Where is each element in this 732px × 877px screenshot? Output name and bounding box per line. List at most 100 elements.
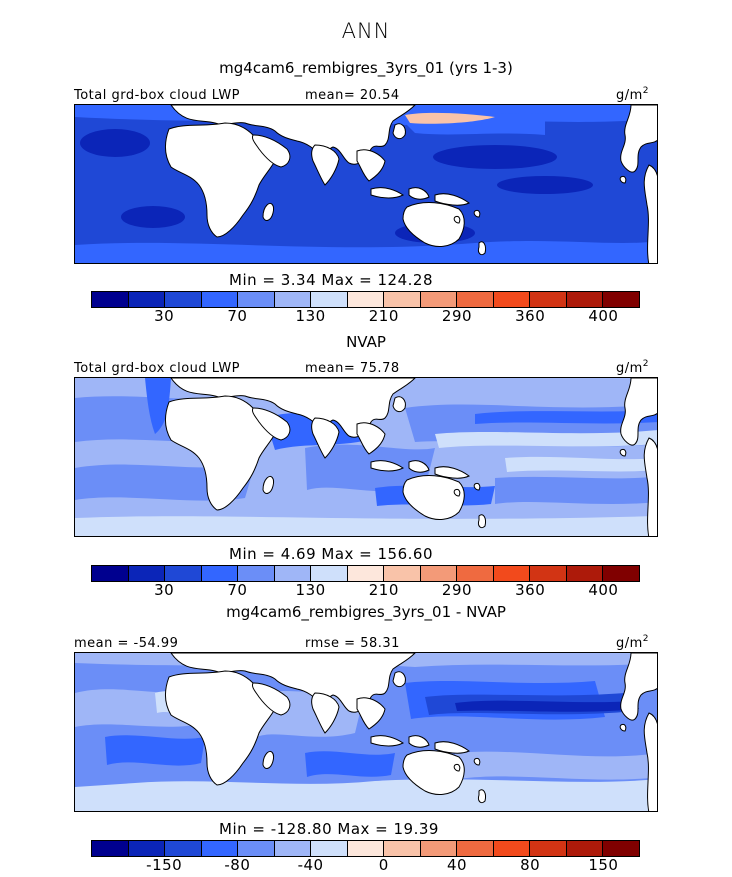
land-mass	[643, 712, 657, 811]
land-mass	[370, 460, 404, 472]
land-mass	[402, 750, 465, 795]
colorbar-swatch	[201, 841, 239, 856]
panel-1-mean-label: mean= 20.54	[305, 88, 400, 103]
panel-2-units: g/m2	[616, 359, 650, 376]
pale-region	[435, 430, 657, 448]
high-region	[405, 112, 495, 124]
land-mass	[252, 134, 291, 168]
land-mass	[370, 187, 404, 199]
colorbar-swatch	[566, 841, 604, 856]
colorbar-swatch	[493, 841, 531, 856]
land-mass	[392, 671, 406, 688]
colorbar-swatch	[311, 566, 348, 581]
colorbar-swatch	[165, 292, 202, 307]
land-mass	[619, 176, 627, 184]
colorbar-swatch	[128, 566, 166, 581]
panel-3-map	[74, 652, 658, 812]
colorbar-tick-label: 290	[441, 307, 473, 325]
pale-region	[505, 456, 657, 472]
colorbar-tick-label: -80	[224, 856, 251, 874]
colorbar-tick-label: 360	[515, 307, 546, 325]
colorbar-swatch	[420, 841, 458, 856]
land-mass	[619, 724, 627, 732]
colorbar-swatch	[128, 841, 166, 856]
darkest-region	[455, 700, 639, 712]
units-text: g/m	[616, 88, 643, 103]
colorbar-swatch	[347, 841, 385, 856]
land-masses	[164, 653, 657, 811]
land-mass	[473, 758, 481, 766]
colorbar-tick-label: 400	[588, 307, 619, 325]
land-mass	[262, 202, 274, 221]
land-mass	[164, 122, 276, 238]
units-superscript: 2	[642, 359, 650, 369]
deep-region	[80, 129, 150, 157]
panel-1-map	[74, 104, 658, 264]
strong-region	[145, 378, 171, 434]
strong-region	[475, 410, 657, 424]
land-mass	[620, 105, 657, 173]
land-mass	[643, 437, 657, 536]
colorbar-swatch	[530, 292, 567, 307]
colorbar-swatch	[201, 292, 239, 307]
colorbar-swatch	[347, 292, 385, 307]
units-text: g/m	[616, 361, 643, 376]
colorbar-swatch	[603, 566, 639, 581]
units-superscript: 2	[642, 634, 650, 644]
units-superscript: 2	[642, 86, 650, 96]
land-mass	[478, 241, 486, 256]
land-mass	[356, 149, 386, 182]
land-mass	[311, 692, 340, 734]
land-mass	[356, 697, 386, 730]
colorbar-swatch	[384, 292, 421, 307]
colorbar-tick-label: 210	[368, 307, 399, 325]
land-mass	[262, 750, 274, 769]
land-mass	[392, 396, 406, 413]
colorbar-swatch	[165, 566, 202, 581]
colorbar-swatch	[165, 841, 202, 856]
colorbar-tick-label: -40	[297, 856, 324, 874]
land-mass	[643, 164, 657, 263]
land-mass	[311, 417, 340, 459]
deep-region	[497, 176, 593, 194]
colorbar-tick-label: 130	[295, 581, 326, 599]
colorbar-swatch	[457, 292, 494, 307]
panel-1-colorbar	[91, 291, 640, 308]
colorbar-swatch	[457, 841, 494, 856]
colorbar-swatch	[420, 566, 458, 581]
strong-region	[105, 735, 205, 766]
land-mass	[473, 483, 481, 491]
colorbar-swatch	[603, 841, 639, 856]
land-masses	[164, 105, 657, 263]
panel-3-rmse-label: rmse = 58.31	[305, 636, 400, 651]
panel-2-colorbar	[91, 565, 640, 582]
land-mass	[164, 395, 276, 511]
panel-2-mean-label: mean= 75.78	[305, 361, 400, 376]
colorbar-swatch	[420, 292, 458, 307]
colorbar-swatch	[311, 292, 348, 307]
light-region	[455, 751, 657, 780]
land-mass	[408, 187, 430, 200]
panel-3-title: mg4cam6_rembigres_3yrs_01 - NVAP	[226, 603, 506, 621]
land-mass	[453, 489, 461, 497]
colorbar-tick-label: -150	[146, 856, 183, 874]
colorbar-swatch	[92, 841, 129, 856]
land-mass	[620, 653, 657, 721]
colorbar-swatch	[92, 566, 129, 581]
colorbar-tick-label: 210	[368, 581, 399, 599]
colorbar-swatch	[274, 292, 312, 307]
colorbar-swatch	[566, 292, 604, 307]
panel-3-minmax: Min = -128.80 Max = 19.39	[219, 820, 439, 838]
season-title: ANN	[341, 19, 391, 43]
colorbar-swatch	[530, 566, 567, 581]
land-mass	[370, 735, 404, 747]
panel-1-title: mg4cam6_rembigres_3yrs_01 (yrs 1-3)	[219, 59, 513, 77]
colorbar-swatch	[566, 566, 604, 581]
colorbar-tick-label: 290	[441, 581, 473, 599]
colorbar-swatch	[201, 566, 239, 581]
colorbar-swatch	[347, 566, 385, 581]
land-mass	[262, 475, 274, 494]
land-mass	[356, 422, 386, 455]
panel-1-variable-label: Total grd-box cloud LWP	[74, 88, 241, 103]
colorbar-tick-label: 400	[588, 581, 619, 599]
